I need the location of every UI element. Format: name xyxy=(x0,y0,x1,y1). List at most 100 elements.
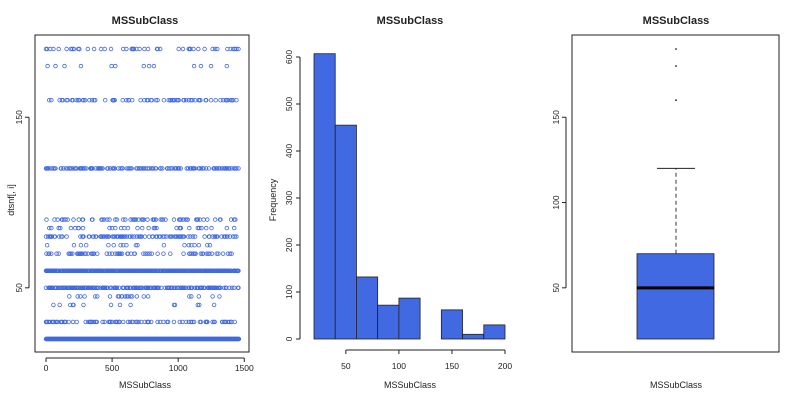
scatter-point xyxy=(155,46,160,52)
scatter-point xyxy=(107,294,113,299)
scatter-point xyxy=(212,217,218,222)
scatter-point xyxy=(173,285,178,290)
scatter-point xyxy=(60,319,65,325)
histogram-y-tick-label: 200 xyxy=(284,238,294,252)
scatter-point xyxy=(111,242,116,248)
scatter-point xyxy=(59,166,64,171)
scatter-point xyxy=(100,319,105,325)
scatter-point xyxy=(185,166,191,171)
histogram-y-axis: 0 100 200 300 400 500 600 xyxy=(284,50,301,341)
scatter-point xyxy=(132,234,137,239)
scatter-point xyxy=(81,97,86,103)
scatter-point xyxy=(64,46,69,52)
scatter-point xyxy=(133,242,139,248)
histogram-x-tick-label: 100 xyxy=(392,361,406,371)
scatter-point xyxy=(225,46,230,52)
boxplot-box xyxy=(636,48,715,340)
histogram-x-axis: 50 100 150 200 xyxy=(341,349,512,371)
scatter-point xyxy=(193,251,198,256)
scatter-point xyxy=(204,251,209,256)
scatter-point xyxy=(47,225,52,231)
scatter-y-tick-label: 150 xyxy=(14,110,24,124)
scatter-point xyxy=(70,251,75,256)
scatter-point xyxy=(68,166,74,171)
scatter-point xyxy=(124,46,129,52)
scatter-point xyxy=(78,242,84,248)
scatter-point xyxy=(208,63,214,69)
histogram-y-tick-label: 0 xyxy=(284,336,294,341)
scatter-point xyxy=(185,234,191,239)
scatter-point xyxy=(108,46,114,52)
histogram-bar xyxy=(313,53,336,340)
boxplot-outlier xyxy=(675,48,677,50)
scatter-point xyxy=(126,97,132,103)
scatter-point xyxy=(152,225,158,231)
scatter-point xyxy=(182,285,187,290)
scatter-point xyxy=(198,97,203,103)
scatter-point xyxy=(118,166,123,171)
scatter-point xyxy=(224,166,229,171)
scatter-point xyxy=(128,302,133,308)
scatter-point xyxy=(148,319,154,325)
scatter-point xyxy=(108,319,113,325)
histogram-xlabel: MSSubClass xyxy=(384,380,437,390)
scatter-point xyxy=(105,217,110,222)
boxplot-xlabel: MSSubClass xyxy=(650,380,703,390)
scatter-point xyxy=(215,166,220,171)
scatter-y-axis: 50 150 xyxy=(14,110,30,293)
scatter-point xyxy=(107,217,112,222)
scatter-point xyxy=(123,217,128,222)
scatter-point xyxy=(145,217,150,222)
scatter-point xyxy=(71,217,76,222)
scatter-point xyxy=(178,217,183,222)
scatter-panel: MSSubClass MSSubClass dtsnf[, i] 0 500 100… xyxy=(6,15,254,390)
scatter-point xyxy=(224,63,229,69)
scatter-point xyxy=(76,217,81,222)
scatter-point xyxy=(212,166,217,171)
scatter-point xyxy=(161,242,167,248)
scatter-point xyxy=(210,234,215,239)
scatter-point xyxy=(135,225,140,231)
scatter-point xyxy=(168,251,173,256)
scatter-point xyxy=(190,234,196,239)
scatter-point xyxy=(207,251,212,256)
scatter-point xyxy=(114,285,120,290)
scatter-point xyxy=(81,234,86,239)
scatter-point xyxy=(78,63,84,69)
scatter-point xyxy=(129,234,135,239)
scatter-point xyxy=(181,251,186,256)
scatter-point xyxy=(51,302,56,308)
scatter-point xyxy=(96,285,101,290)
scatter-point xyxy=(56,46,61,52)
scatter-point xyxy=(228,46,233,52)
scatter-point xyxy=(49,97,54,103)
scatter-point xyxy=(199,225,204,231)
scatter-point xyxy=(221,285,227,290)
scatter-point xyxy=(165,319,171,325)
scatter-point xyxy=(64,234,69,239)
scatter-point xyxy=(54,251,59,256)
scatter-point xyxy=(104,251,109,256)
scatter-point xyxy=(198,319,204,325)
scatter-title: MSSubClass xyxy=(112,15,179,27)
scatter-point xyxy=(236,166,241,171)
scatter-point xyxy=(82,294,87,299)
scatter-point xyxy=(146,225,151,231)
scatter-xlabel: MSSubClass xyxy=(119,380,172,390)
histogram-bar xyxy=(483,324,506,340)
scatter-point xyxy=(49,225,54,231)
scatter-point xyxy=(180,319,185,325)
histogram-y-tick-label: 400 xyxy=(284,144,294,158)
scatter-point xyxy=(227,234,233,239)
scatter-point xyxy=(44,251,49,256)
scatter-point xyxy=(211,302,217,308)
scatter-point xyxy=(212,234,218,239)
scatter-point xyxy=(145,251,150,256)
scatter-point xyxy=(183,97,189,103)
scatter-point xyxy=(157,234,163,239)
scatter-point xyxy=(153,166,159,171)
scatter-point xyxy=(56,225,61,231)
scatter-point xyxy=(44,217,49,222)
histogram-bar xyxy=(398,297,421,340)
